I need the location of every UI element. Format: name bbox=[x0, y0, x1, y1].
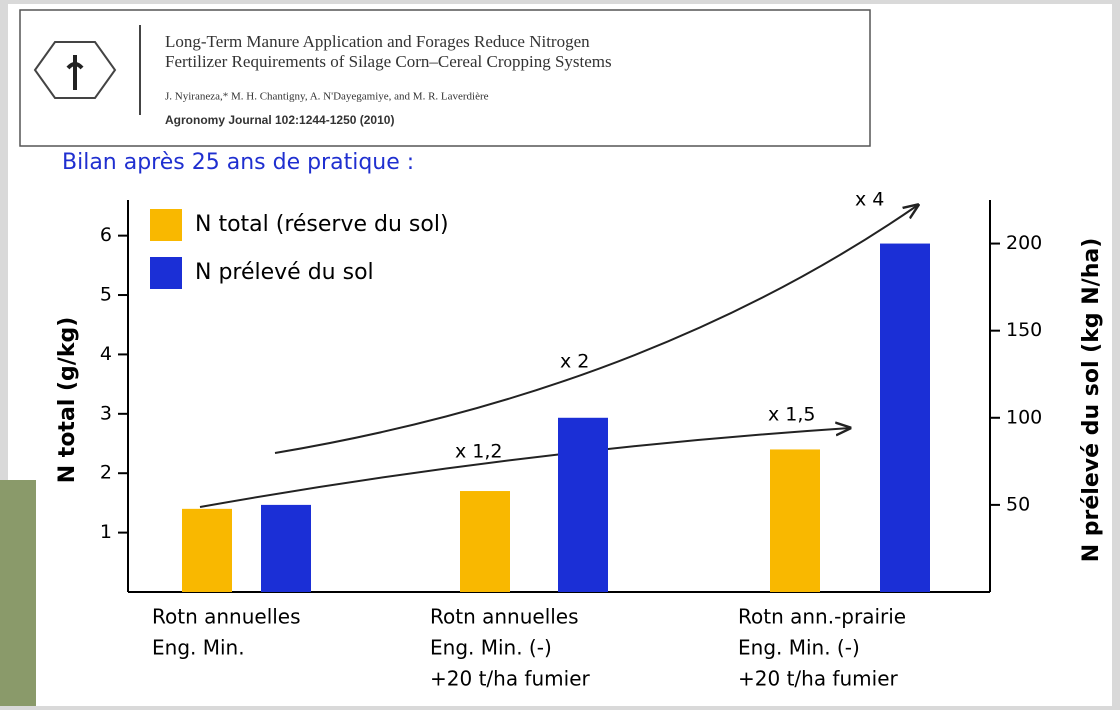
y2-tick-label: 100 bbox=[1006, 406, 1042, 428]
bar bbox=[558, 418, 608, 592]
annotation: x 4 bbox=[855, 189, 884, 211]
x-tick-label: +20 t/ha fumier bbox=[738, 667, 898, 691]
y-axis-label: N total (g/kg) bbox=[55, 317, 80, 484]
y-tick-label: 1 bbox=[100, 521, 112, 543]
y2-tick-label: 50 bbox=[1006, 493, 1030, 515]
y2-axis-label: N prélevé du sol (kg N/ha) bbox=[1079, 238, 1104, 563]
chart-title: Bilan après 25 ans de pratique : bbox=[62, 150, 414, 175]
annotation: x 1,5 bbox=[768, 404, 816, 426]
x-tick-label: Rotn annuelles bbox=[430, 605, 579, 629]
annotation: x 2 bbox=[560, 351, 589, 373]
chart: Long-Term Manure Application and Forages… bbox=[0, 0, 1120, 706]
annotation: x 1,2 bbox=[455, 441, 503, 463]
paper-journal: Agronomy Journal 102:1244-1250 (2010) bbox=[165, 113, 394, 127]
x-tick-label: Eng. Min. (-) bbox=[430, 636, 552, 660]
legend-swatch bbox=[150, 209, 182, 241]
x-tick-label: +20 t/ha fumier bbox=[430, 667, 590, 691]
x-tick-label: Eng. Min. bbox=[152, 636, 245, 660]
bar bbox=[770, 449, 820, 592]
y2-tick-label: 200 bbox=[1006, 232, 1042, 254]
y2-tick-label: 150 bbox=[1006, 319, 1042, 341]
bar bbox=[261, 505, 311, 592]
x-tick-label: Rotn annuelles bbox=[152, 605, 301, 629]
y-tick-label: 6 bbox=[100, 224, 112, 246]
bar bbox=[182, 509, 232, 592]
paper-authors: J. Nyiraneza,* M. H. Chantigny, A. N'Day… bbox=[165, 91, 489, 103]
y-tick-label: 2 bbox=[100, 462, 112, 484]
legend-swatch bbox=[150, 257, 182, 289]
page: Long-Term Manure Application and Forages… bbox=[0, 0, 1120, 710]
paper-title: Fertilizer Requirements of Silage Corn–C… bbox=[165, 52, 612, 71]
bar bbox=[880, 244, 930, 592]
y-tick-label: 5 bbox=[100, 284, 112, 306]
photo-strip bbox=[0, 480, 36, 706]
legend-label: N prélevé du sol bbox=[195, 260, 374, 285]
paper-title: Long-Term Manure Application and Forages… bbox=[165, 32, 590, 51]
x-tick-label: Rotn ann.-prairie bbox=[738, 605, 906, 629]
x-tick-label: Eng. Min. (-) bbox=[738, 636, 860, 660]
bar bbox=[460, 491, 510, 592]
y-tick-label: 3 bbox=[100, 402, 112, 424]
legend-label: N total (réserve du sol) bbox=[195, 212, 449, 237]
paper-box bbox=[20, 10, 870, 146]
y-tick-label: 4 bbox=[100, 343, 112, 365]
